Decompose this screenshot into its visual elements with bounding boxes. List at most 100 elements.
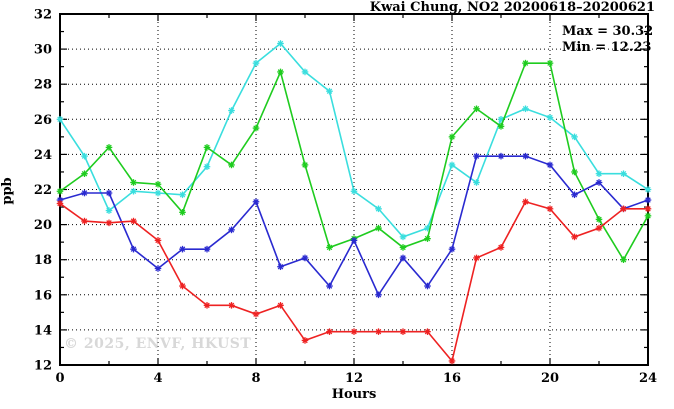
x-tick-label: 16 (443, 371, 461, 386)
marker-green (253, 125, 259, 131)
y-tick-label: 26 (34, 113, 52, 128)
marker-cyan (204, 163, 210, 170)
marker-red (400, 328, 406, 335)
marker-cyan (351, 188, 357, 195)
marker-blue (596, 179, 602, 186)
marker-green (424, 235, 431, 242)
legend-min-value: Min = 12.23 (562, 40, 652, 55)
marker-red (302, 337, 308, 344)
y-axis-label: ppb (0, 177, 15, 205)
marker-green (106, 144, 112, 151)
marker-green (302, 162, 308, 168)
marker-cyan (106, 207, 112, 214)
marker-blue (277, 263, 284, 270)
marker-cyan (302, 69, 308, 75)
marker-green (547, 60, 553, 66)
marker-cyan (473, 179, 480, 186)
x-tick-label: 4 (153, 371, 162, 386)
x-tick-label: 20 (541, 371, 559, 386)
marker-blue (473, 153, 480, 159)
marker-cyan (179, 192, 186, 198)
marker-red (326, 328, 333, 335)
marker-red (375, 328, 382, 335)
marker-red (106, 220, 112, 226)
marker-red (277, 302, 284, 309)
marker-blue (130, 246, 137, 252)
marker-green (571, 169, 578, 175)
marker-blue (547, 162, 553, 168)
marker-blue (351, 237, 357, 244)
marker-blue (253, 199, 259, 205)
marker-blue (498, 153, 504, 159)
y-tick-label: 18 (34, 253, 52, 268)
marker-green (400, 244, 406, 251)
x-tick-label: 0 (55, 371, 64, 386)
marker-green (326, 244, 333, 251)
marker-red (155, 237, 161, 244)
marker-blue (326, 283, 333, 289)
y-tick-label: 16 (34, 288, 52, 303)
y-tick-label: 32 (34, 8, 52, 23)
marker-green (204, 144, 210, 151)
marker-green (228, 162, 235, 168)
marker-cyan (498, 116, 504, 123)
marker-red (473, 255, 480, 261)
marker-cyan (522, 106, 529, 112)
marker-blue (400, 255, 406, 261)
marker-red (424, 328, 431, 335)
marker-cyan (57, 116, 63, 123)
marker-cyan (400, 234, 406, 240)
marker-blue (155, 265, 161, 272)
marker-blue (204, 246, 210, 252)
marker-green (179, 209, 186, 216)
y-tick-label: 12 (34, 359, 52, 374)
marker-green (57, 188, 63, 195)
marker-blue (106, 190, 112, 196)
marker-red (645, 206, 651, 212)
marker-blue (81, 190, 88, 196)
marker-red (179, 283, 186, 289)
marker-red (253, 311, 259, 317)
marker-red (522, 199, 529, 205)
marker-green (645, 213, 651, 219)
marker-cyan (645, 186, 651, 193)
marker-red (596, 225, 602, 231)
marker-green (155, 181, 161, 187)
legend-box: Max = 30.32 Min = 12.23 (562, 24, 653, 56)
marker-cyan (424, 225, 431, 231)
marker-red (57, 200, 63, 207)
marker-red (130, 218, 137, 224)
marker-blue (375, 292, 382, 298)
y-tick-label: 22 (34, 183, 52, 198)
x-axis-label: Hours (331, 387, 377, 402)
marker-cyan (449, 162, 455, 168)
marker-red (81, 218, 88, 224)
marker-green (498, 123, 504, 130)
marker-blue (228, 227, 235, 233)
y-tick-label: 28 (34, 78, 52, 93)
marker-red (620, 206, 627, 212)
marker-blue (424, 283, 431, 289)
marker-cyan (547, 114, 553, 121)
series-line-cyan (59, 42, 649, 238)
marker-cyan (130, 188, 137, 195)
y-tick-label: 14 (34, 323, 52, 338)
y-tick-label: 20 (34, 218, 52, 233)
marker-green (449, 134, 455, 140)
marker-red (547, 206, 553, 212)
marker-blue (645, 197, 651, 203)
marker-green (620, 256, 627, 263)
marker-green (130, 179, 137, 186)
marker-red (571, 234, 578, 240)
marker-cyan (228, 107, 235, 114)
marker-green (596, 216, 602, 223)
marker-cyan (326, 88, 333, 94)
marker-red (351, 328, 357, 335)
watermark-text: © 2025, ENVF, HKUST (64, 336, 252, 352)
marker-blue (179, 246, 186, 252)
marker-cyan (277, 40, 284, 47)
marker-blue (449, 246, 455, 252)
x-tick-label: 12 (345, 371, 363, 386)
